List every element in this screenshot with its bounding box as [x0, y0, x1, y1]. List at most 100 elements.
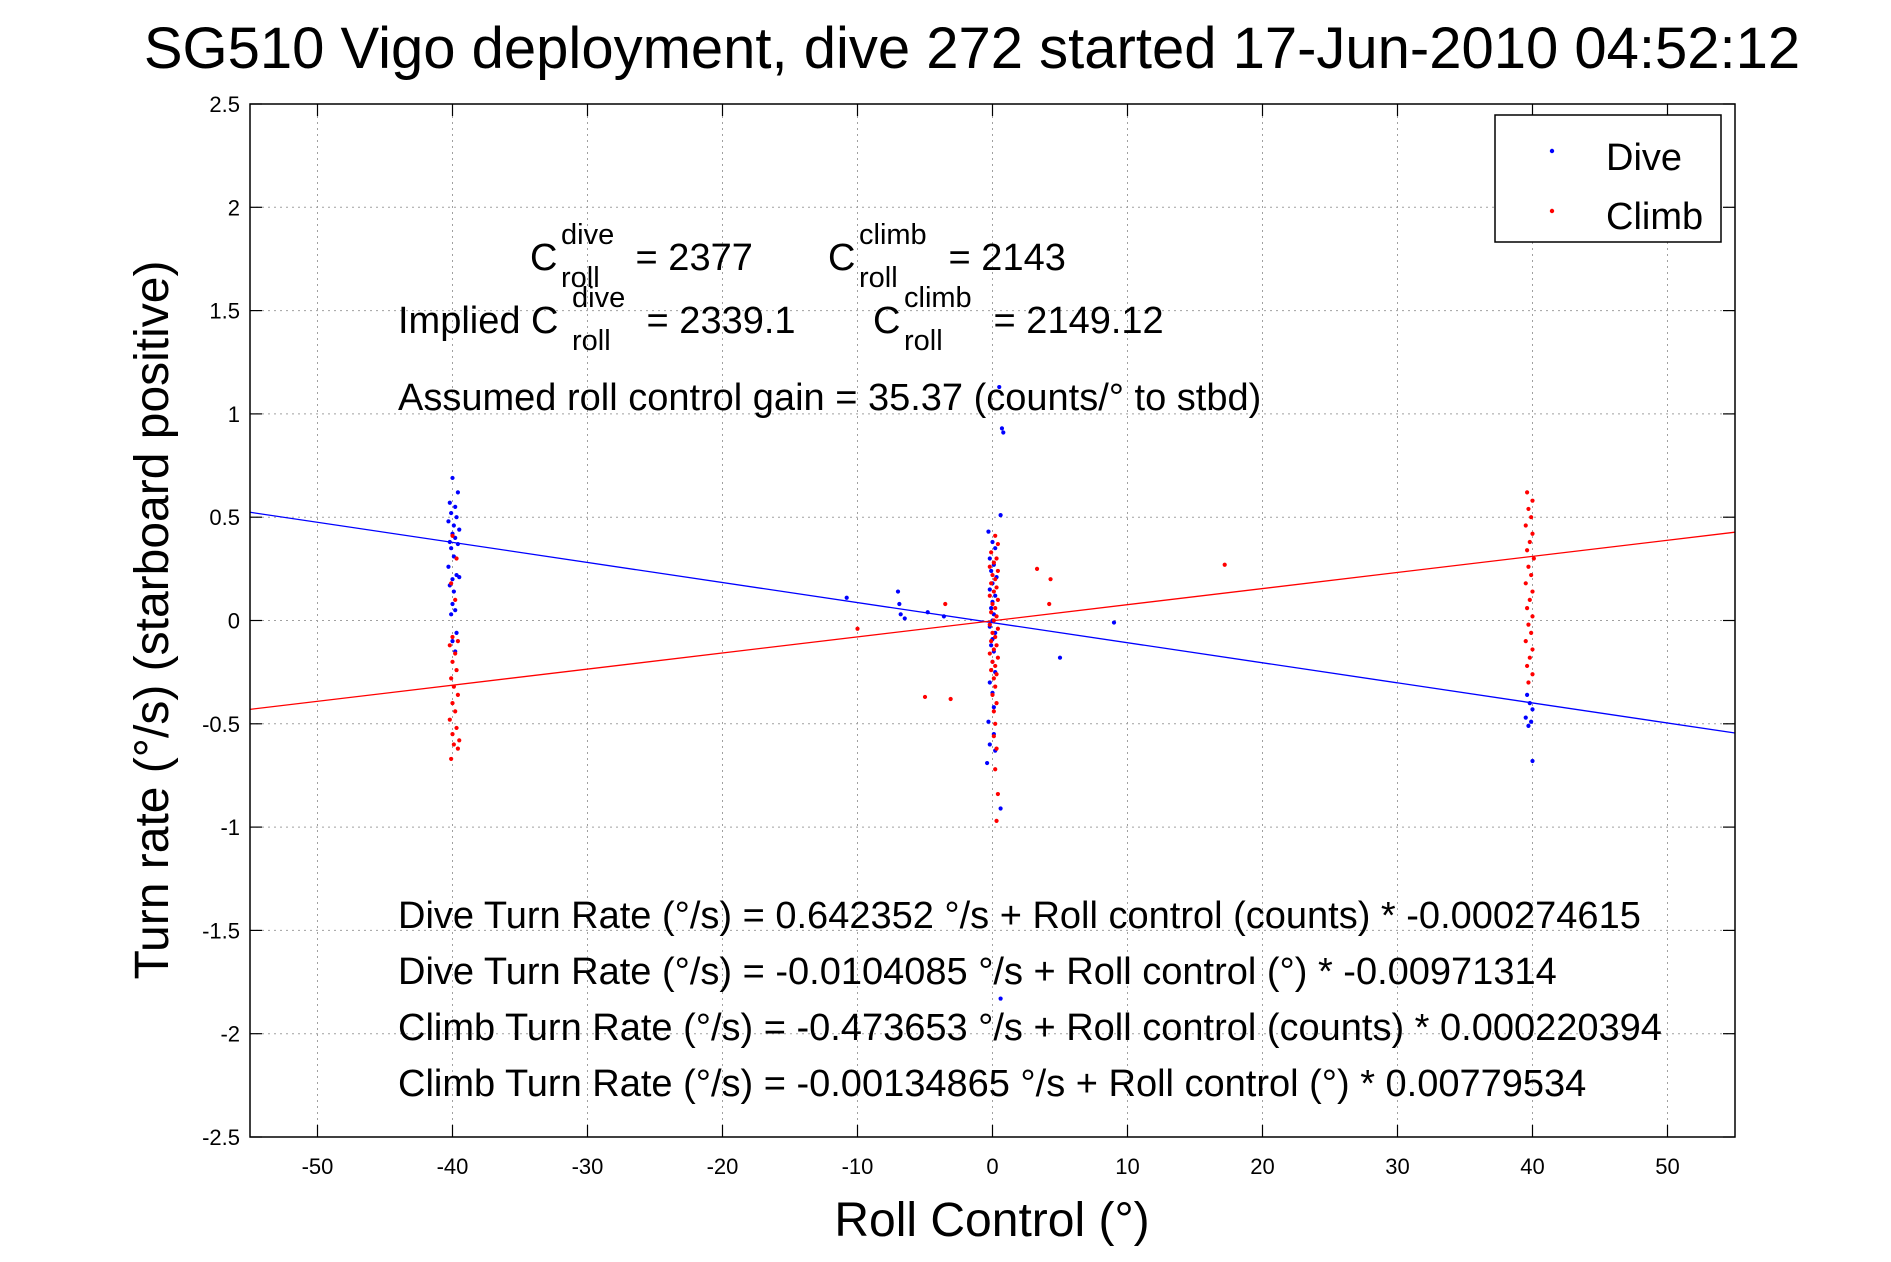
climb-point	[987, 651, 992, 656]
dive-point	[451, 523, 456, 528]
climb-point	[1530, 614, 1535, 619]
x-axis-label: Roll Control (°)	[834, 1194, 1149, 1247]
climb-point	[991, 589, 996, 594]
c-roll-dive-annotation: C dive roll = 2377	[530, 219, 753, 294]
climb-point	[1525, 606, 1530, 611]
climb-point	[1529, 515, 1534, 520]
dive-point	[986, 719, 991, 724]
dive-point	[991, 705, 996, 710]
equation-climb-degrees: Climb Turn Rate (°/s) = -0.00134865 °/s …	[398, 1063, 1586, 1105]
dive-point	[453, 504, 458, 509]
climb-point	[993, 634, 998, 640]
climb-point	[453, 709, 458, 714]
climb-point	[987, 564, 992, 569]
climb-point	[990, 630, 995, 635]
dive-point	[1526, 723, 1531, 728]
dive-point	[989, 568, 994, 574]
equation-dive-degrees: Dive Turn Rate (°/s) = -0.0104085 °/s + …	[398, 951, 1557, 993]
climb-point	[995, 655, 1001, 660]
dive-point	[450, 475, 455, 481]
dive-point	[449, 510, 454, 516]
climb-point	[990, 692, 995, 697]
climb-point	[450, 732, 455, 737]
dive-point	[450, 601, 455, 607]
dive-point	[902, 616, 907, 621]
climb-point	[991, 734, 996, 739]
climb-point	[1531, 556, 1536, 561]
svg-text:= 2149.12: = 2149.12	[983, 300, 1164, 342]
climb-point	[990, 572, 995, 578]
climb-point	[994, 818, 999, 824]
chart-title: SG510 Vigo deployment, dive 272 started …	[144, 16, 1800, 81]
climb-point	[994, 746, 999, 751]
dive-point	[446, 519, 451, 524]
dive-point	[450, 577, 455, 582]
dive-point	[844, 595, 849, 600]
climb-point	[994, 614, 999, 619]
dive-point	[987, 556, 992, 561]
climb-point	[994, 585, 999, 590]
climb-point	[990, 659, 995, 664]
climb-point	[991, 647, 996, 652]
dive-point	[449, 546, 454, 551]
equation-climb-counts: Climb Turn Rate (°/s) = -0.473653 °/s + …	[398, 1007, 1662, 1049]
dive-point	[993, 593, 998, 598]
climb-point	[455, 639, 460, 644]
dive-point	[451, 589, 456, 594]
climb-point	[1523, 581, 1528, 586]
climb-point	[1530, 647, 1535, 652]
climb-point	[943, 601, 948, 607]
climb-point	[855, 626, 860, 631]
x-tick-label: 10	[1115, 1154, 1139, 1179]
climb-point	[449, 676, 454, 681]
climb-point	[1527, 539, 1532, 545]
y-tick-label: 0	[228, 609, 240, 634]
dive-point	[453, 608, 458, 613]
climb-point	[1526, 564, 1531, 569]
climb-point	[447, 643, 452, 648]
climb-point	[993, 684, 998, 689]
climb-point	[449, 581, 454, 586]
climb-point	[922, 694, 928, 700]
climb-point	[449, 756, 454, 762]
dive-point	[987, 680, 992, 685]
svg-text:roll: roll	[904, 325, 943, 357]
y-tick-label: 2.5	[209, 92, 240, 117]
svg-text:roll: roll	[572, 325, 611, 357]
climb-point	[989, 550, 994, 555]
climb-point	[450, 634, 455, 640]
svg-text:C: C	[530, 237, 557, 279]
dive-point	[989, 643, 994, 648]
climb-point	[1529, 572, 1534, 578]
legend-marker-climb	[1549, 208, 1555, 214]
climb-point	[1526, 506, 1531, 512]
dive-point	[941, 614, 947, 619]
legend-box	[1494, 114, 1722, 243]
climb-point	[1530, 672, 1535, 677]
climb-point	[451, 742, 456, 747]
equation-dive-counts: Dive Turn Rate (°/s) = 0.642352 °/s + Ro…	[398, 895, 1641, 937]
climb-point	[1034, 566, 1040, 571]
dive-point	[1529, 719, 1534, 724]
legend-label-climb: Climb	[1606, 196, 1703, 238]
climb-point	[453, 597, 458, 602]
climb-point	[994, 643, 999, 648]
dive-point	[1530, 707, 1535, 712]
svg-text:climb: climb	[859, 219, 927, 251]
climb-point	[1529, 630, 1534, 635]
climb-point	[989, 610, 994, 615]
climb-point	[995, 791, 1001, 797]
axis-ticks	[250, 103, 1735, 1138]
climb-point	[1530, 589, 1535, 594]
climb-point	[987, 622, 992, 627]
x-tick-label: -50	[302, 1154, 334, 1179]
climb-point	[1525, 490, 1530, 495]
climb-point	[1527, 655, 1532, 660]
dive-point	[985, 760, 990, 766]
climb-series	[447, 490, 1536, 824]
x-tick-label: 30	[1385, 1154, 1409, 1179]
dive-point	[1111, 620, 1117, 625]
dive-point	[998, 513, 1003, 518]
legend-marker-dive	[1549, 148, 1555, 154]
x-tick-label: 0	[986, 1154, 998, 1179]
